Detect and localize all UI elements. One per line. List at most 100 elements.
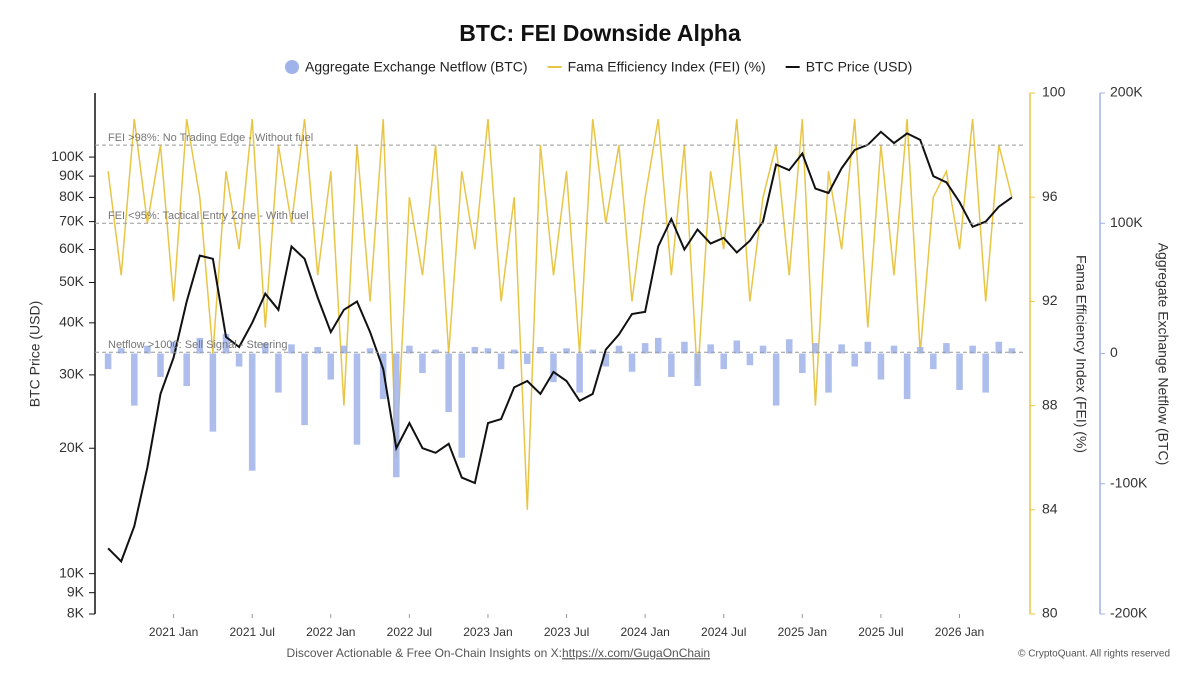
netflow-bar (641, 343, 649, 354)
netflow-bar (943, 343, 950, 354)
y2-tick-label: 84 (1042, 501, 1058, 517)
netflow-bar (707, 344, 714, 354)
netflow-bar (838, 344, 845, 354)
footer-credit: © CryptoQuant. All rights reserved (1018, 649, 1170, 660)
netflow-bar (340, 345, 348, 354)
y3-tick-label: -100K (1110, 474, 1148, 490)
legend-label: BTC Price (USD) (806, 59, 913, 75)
x-tick-label: 2025 Jan (778, 625, 827, 639)
y-tick-label: 8K (67, 605, 85, 621)
netflow-bar (720, 353, 728, 370)
netflow-bar (510, 349, 518, 354)
fei-line (107, 118, 1013, 510)
y-tick-label: 10K (59, 564, 85, 580)
netflow-bar (288, 344, 295, 354)
legend-label: Aggregate Exchange Netflow (BTC) (305, 59, 528, 75)
x-tick-label: 2023 Jul (544, 625, 589, 639)
netflow-bar (445, 353, 452, 413)
netflow-bar (314, 346, 321, 354)
netflow-bar (851, 353, 858, 367)
netflow-bar (248, 353, 256, 471)
netflow-bar (235, 353, 243, 367)
y3-tick-label: 200K (1110, 84, 1143, 100)
y-tick-label: 30K (59, 366, 85, 382)
x-tick-label: 2024 Jan (620, 625, 669, 639)
netflow-bar (353, 353, 361, 445)
netflow-bar (668, 353, 675, 377)
y3-tick-label: -200K (1110, 605, 1148, 621)
netflow-bar (550, 353, 557, 383)
netflow-bar (366, 348, 374, 354)
netflow-bar (484, 348, 492, 354)
netflow-bar (275, 353, 282, 393)
netflow-bar (458, 353, 466, 458)
x-tick-label: 2022 Jul (387, 625, 432, 639)
y2-tick-label: 92 (1042, 292, 1058, 308)
netflow-bar (209, 353, 217, 432)
y2-tick-label: 80 (1042, 605, 1058, 621)
y-tick-label: 100K (51, 148, 84, 164)
netflow-bar (654, 337, 662, 354)
netflow-bar (196, 337, 204, 354)
x-tick-label: 2021 Jul (229, 625, 274, 639)
y-tick-label: 50K (59, 273, 85, 289)
y-tick-label: 90K (59, 167, 85, 183)
x-tick-label: 2025 Jul (858, 625, 903, 639)
y2-tick-label: 88 (1042, 396, 1058, 412)
netflow-bar (890, 345, 898, 354)
netflow-bar (327, 353, 335, 380)
x-tick-label: 2021 Jan (149, 625, 198, 639)
y2-tick-label: 96 (1042, 188, 1058, 204)
netflow-bar (615, 345, 623, 354)
netflow-bar (746, 353, 754, 366)
netflow-bar (733, 340, 741, 354)
legend-marker (285, 60, 299, 74)
footer-link[interactable]: https://x.com/GugaOnChain (562, 646, 710, 660)
netflow-bar (877, 353, 885, 380)
netflow-bar (262, 343, 269, 354)
netflow-bar (523, 353, 531, 364)
reference-label: Netflow >1000: Sell Signal - Steering (108, 339, 287, 351)
netflow-bar (759, 345, 767, 354)
netflow-bar (969, 345, 976, 354)
y3-axis-title: Aggregate Exchange Netflow (BTC) (1155, 243, 1171, 466)
y-tick-label: 80K (59, 188, 85, 204)
price-line (107, 130, 1013, 564)
y-tick-label: 9K (67, 583, 85, 599)
netflow-bar (170, 341, 177, 354)
chart-title: BTC: FEI Downside Alpha (459, 20, 741, 46)
x-tick-label: 2023 Jan (463, 625, 512, 639)
netflow-bar (956, 353, 963, 390)
netflow-bar (537, 346, 544, 354)
x-tick-label: 2026 Jan (935, 625, 984, 639)
netflow-bar (799, 353, 806, 374)
netflow-bar (563, 348, 570, 354)
footer-text: Discover Actionable & Free On-Chain Insi… (287, 646, 562, 660)
netflow-bar (589, 349, 597, 354)
netflow-bar (1008, 348, 1016, 354)
netflow-bar (628, 353, 636, 372)
netflow-bar (144, 345, 151, 354)
netflow-bar (602, 353, 610, 367)
netflow-bar (131, 353, 138, 406)
y-tick-label: 60K (59, 240, 85, 256)
y3-tick-label: 100K (1110, 214, 1143, 230)
y3-tick-label: 0 (1110, 344, 1118, 360)
x-tick-label: 2024 Jul (701, 625, 746, 639)
netflow-bar (157, 353, 164, 377)
netflow-bar (379, 353, 387, 400)
legend-label: Fama Efficiency Index (FEI) (%) (568, 59, 766, 75)
netflow-bar (497, 353, 505, 370)
netflow-bar (576, 353, 583, 393)
netflow-bar (916, 346, 924, 354)
reference-label: FEI >98%: No Trading Edge - Without fuel (108, 132, 313, 144)
netflow-bar (995, 341, 1003, 354)
netflow-bar (681, 341, 688, 354)
y2-tick-label: 100 (1042, 84, 1066, 100)
netflow-bar (419, 353, 426, 374)
netflow-bar (406, 345, 413, 354)
netflow-bar (117, 348, 125, 354)
netflow-bar (864, 341, 872, 354)
netflow-bar (982, 353, 989, 393)
netflow-bar (694, 353, 701, 387)
